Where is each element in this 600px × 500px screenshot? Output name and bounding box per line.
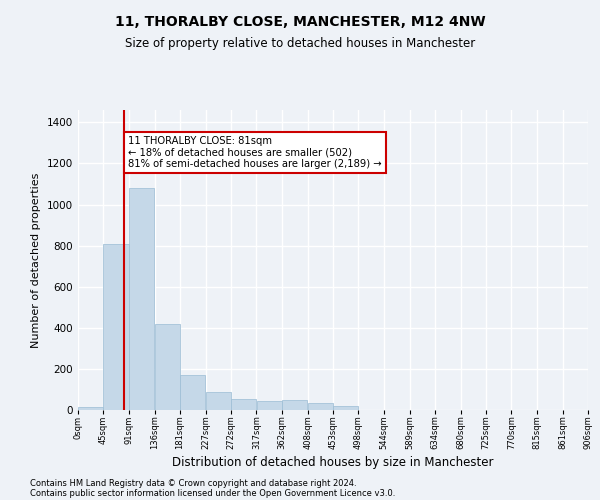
Bar <box>180 375 205 410</box>
Text: Size of property relative to detached houses in Manchester: Size of property relative to detached ho… <box>125 38 475 51</box>
Bar <box>231 398 256 410</box>
Text: Contains HM Land Registry data © Crown copyright and database right 2024.: Contains HM Land Registry data © Crown c… <box>30 478 356 488</box>
Bar <box>130 188 154 410</box>
Text: Contains public sector information licensed under the Open Government Licence v3: Contains public sector information licen… <box>30 488 395 498</box>
Bar <box>308 403 333 410</box>
Bar <box>257 401 281 410</box>
Y-axis label: Number of detached properties: Number of detached properties <box>31 172 41 348</box>
Bar <box>333 406 358 410</box>
Text: 11 THORALBY CLOSE: 81sqm
← 18% of detached houses are smaller (502)
81% of semi-: 11 THORALBY CLOSE: 81sqm ← 18% of detach… <box>128 136 382 168</box>
X-axis label: Distribution of detached houses by size in Manchester: Distribution of detached houses by size … <box>172 456 494 469</box>
Bar <box>103 244 128 410</box>
Bar <box>78 407 103 410</box>
Text: 11, THORALBY CLOSE, MANCHESTER, M12 4NW: 11, THORALBY CLOSE, MANCHESTER, M12 4NW <box>115 15 485 29</box>
Bar <box>282 400 307 410</box>
Bar <box>155 324 180 410</box>
Bar <box>206 392 231 410</box>
